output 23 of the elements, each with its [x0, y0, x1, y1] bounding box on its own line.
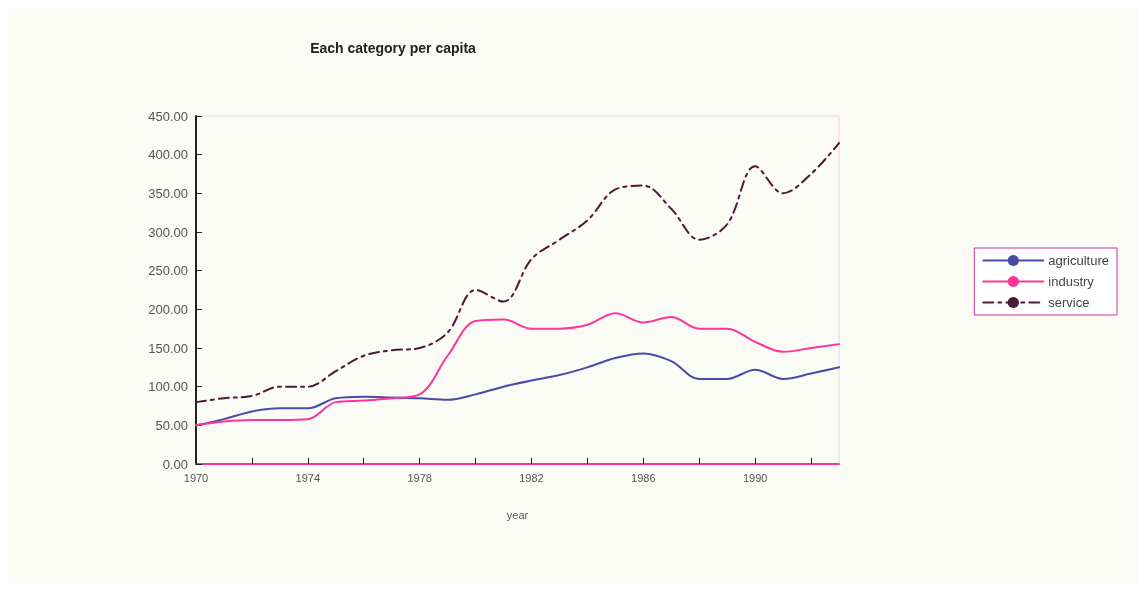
chart-title: Each category per capita — [310, 40, 477, 56]
line-series — [195, 312, 840, 427]
y-tick-label: 50.00 — [155, 417, 188, 433]
line-series — [195, 142, 840, 404]
x-tick-label: 1986 — [631, 471, 656, 484]
y-tick-label: 300.00 — [148, 224, 188, 240]
x-axis-title: year — [506, 508, 529, 521]
y-tick-label: 0.00 — [162, 456, 188, 472]
x-tick-label: 1974 — [295, 471, 321, 484]
y-tick-label: 450.00 — [148, 108, 188, 124]
y-tick-label: 400.00 — [148, 147, 188, 163]
x-tick-label: 1978 — [407, 471, 432, 484]
y-tick-label: 150.00 — [148, 340, 188, 356]
legend-label: agriculture — [1048, 253, 1110, 268]
x-tick-label: 1982 — [519, 471, 544, 484]
y-tick-label: 350.00 — [148, 185, 188, 201]
legend-label: service — [1048, 295, 1090, 310]
legend-label: industry — [1048, 274, 1095, 289]
y-tick-label: 100.00 — [148, 379, 188, 395]
y-tick-label: 200.00 — [148, 301, 188, 317]
x-tick-label: 1970 — [183, 471, 209, 484]
y-tick-label: 250.00 — [148, 263, 188, 279]
x-tick-label: 1990 — [742, 471, 768, 484]
